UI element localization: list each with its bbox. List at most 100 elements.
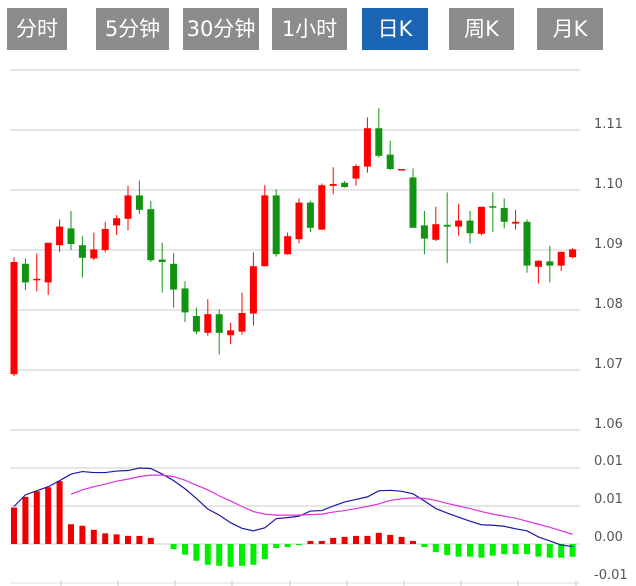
candle-body: [227, 330, 235, 336]
candle-body: [124, 195, 132, 219]
macd-histogram-bar: [239, 544, 245, 566]
candle: [158, 242, 166, 293]
tab-4[interactable]: 日K: [362, 8, 428, 50]
candle-body: [215, 314, 223, 333]
macd-histogram-bar: [512, 544, 519, 555]
tab-0[interactable]: 分时线: [7, 8, 67, 83]
candle-body: [238, 313, 246, 332]
price-tick-label: 1.09: [594, 237, 623, 252]
candle-body: [204, 314, 212, 333]
candle: [78, 236, 86, 278]
candle: [295, 198, 303, 244]
candle: [420, 211, 428, 255]
macd-histogram-bar: [56, 481, 63, 544]
candle-body: [512, 221, 520, 224]
candle-body: [21, 263, 29, 283]
candle-body: [33, 278, 41, 281]
macd-histogram-bar: [375, 532, 382, 544]
candle: [90, 232, 98, 261]
candle-body: [147, 209, 155, 261]
macd-histogram-bar: [467, 544, 473, 557]
candle: [124, 185, 132, 231]
tab-5[interactable]: 周K: [449, 8, 514, 50]
macd-tick-label: 0.00: [594, 530, 623, 545]
macd-histogram-bar: [273, 544, 280, 549]
dif-line: [13, 467, 573, 548]
candle-body: [318, 185, 326, 230]
macd-histogram-bar: [216, 544, 223, 566]
candle: [56, 219, 64, 252]
macd-histogram-bar: [193, 544, 200, 561]
macd-histogram-bar: [125, 535, 131, 544]
candle-body: [386, 154, 394, 169]
macd-histogram-bar: [444, 544, 451, 556]
candle: [534, 260, 542, 284]
macd-histogram-bar: [455, 544, 462, 557]
candle: [523, 219, 531, 273]
macd-histogram-bar: [113, 534, 120, 544]
candle: [192, 307, 200, 334]
macd-histogram-bar: [501, 544, 508, 555]
price-grid: 1.11 1.10 1.09 1.08 1.07 1.06: [10, 69, 623, 432]
macd-histogram-bar: [11, 507, 17, 544]
candle: [341, 181, 349, 188]
candle: [500, 198, 508, 229]
macd-histogram-bar: [284, 544, 291, 548]
macd-histogram-bar: [147, 537, 154, 544]
candle: [135, 180, 143, 214]
candle: [375, 108, 383, 158]
candle: [227, 322, 235, 345]
candle-body: [375, 128, 383, 156]
candle: [432, 206, 440, 241]
candle: [181, 281, 189, 322]
candle: [272, 189, 280, 257]
candle: [398, 169, 406, 171]
macd-tick-label: -0.01: [594, 568, 628, 583]
macd-histogram-bar: [524, 544, 530, 555]
candle: [238, 292, 246, 335]
candle-body: [158, 259, 166, 262]
tab-3[interactable]: 1小时: [272, 8, 347, 50]
candles: [10, 108, 577, 376]
macd-histogram-bar: [33, 491, 40, 544]
candle-body: [90, 249, 98, 259]
candle-body: [569, 249, 577, 258]
macd-histogram-bar: [22, 496, 29, 544]
price-tick-label: 1.06: [594, 417, 623, 432]
tab-6[interactable]: 月K: [537, 8, 603, 50]
candle: [489, 192, 497, 232]
candle: [512, 209, 520, 230]
macd-tick-label: 0.01: [594, 492, 623, 507]
candle: [546, 245, 554, 283]
candle: [284, 232, 292, 255]
candle-body: [546, 261, 554, 266]
macd-histogram-bar: [296, 544, 302, 546]
candle-body: [500, 208, 508, 222]
macd-histogram-bar: [250, 544, 257, 565]
macd-histogram-bar: [45, 487, 52, 544]
candle-body: [181, 288, 189, 313]
macd-histogram-bar: [261, 544, 268, 560]
macd-histogram-bar: [353, 535, 359, 544]
candle-body: [432, 224, 440, 240]
candle: [261, 185, 269, 267]
macd-tick-label: 0.01: [594, 454, 623, 469]
candle-body: [409, 177, 417, 228]
candle: [67, 211, 75, 250]
candle-body: [455, 220, 463, 227]
macd-histogram-bar: [68, 524, 74, 544]
candle-body: [135, 195, 143, 210]
candle: [557, 251, 565, 271]
candle: [33, 253, 41, 292]
macd-histogram-bar: [136, 535, 143, 544]
candle: [204, 299, 212, 336]
dea-line: [70, 474, 573, 535]
candle-body: [113, 218, 121, 226]
tab-2[interactable]: 30分钟: [183, 8, 259, 50]
tab-1[interactable]: 5分钟: [96, 8, 169, 50]
candle: [113, 215, 121, 235]
candle: [21, 258, 29, 291]
macd-histogram-bar: [227, 544, 234, 567]
candle: [101, 221, 109, 253]
